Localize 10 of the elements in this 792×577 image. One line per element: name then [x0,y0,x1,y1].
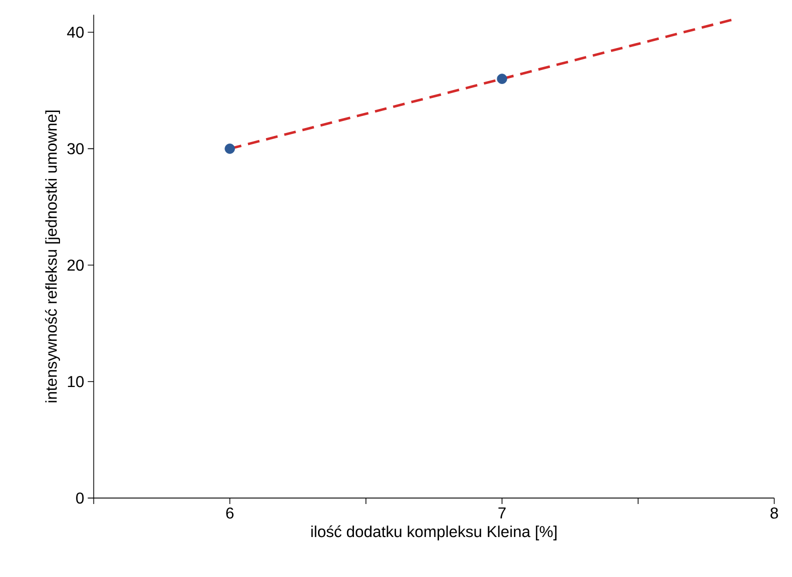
x-tick-label: 6 [226,507,234,519]
x-tick-label: 7 [498,507,506,518]
y-tick-label: 20 [68,260,84,271]
y-tick-label: 10 [68,376,84,388]
y-tick-label: 30 [67,143,84,154]
y-tick-label: 0 [76,492,84,504]
x-tick-label: 8 [770,507,778,519]
y-tick-label: 40 [67,26,84,38]
x-axis-title: ilość dodatku kompleksu Kleina [%] [311,525,556,540]
y-axis-title: intensywność refleksu [jednostki umowne] [45,110,60,402]
